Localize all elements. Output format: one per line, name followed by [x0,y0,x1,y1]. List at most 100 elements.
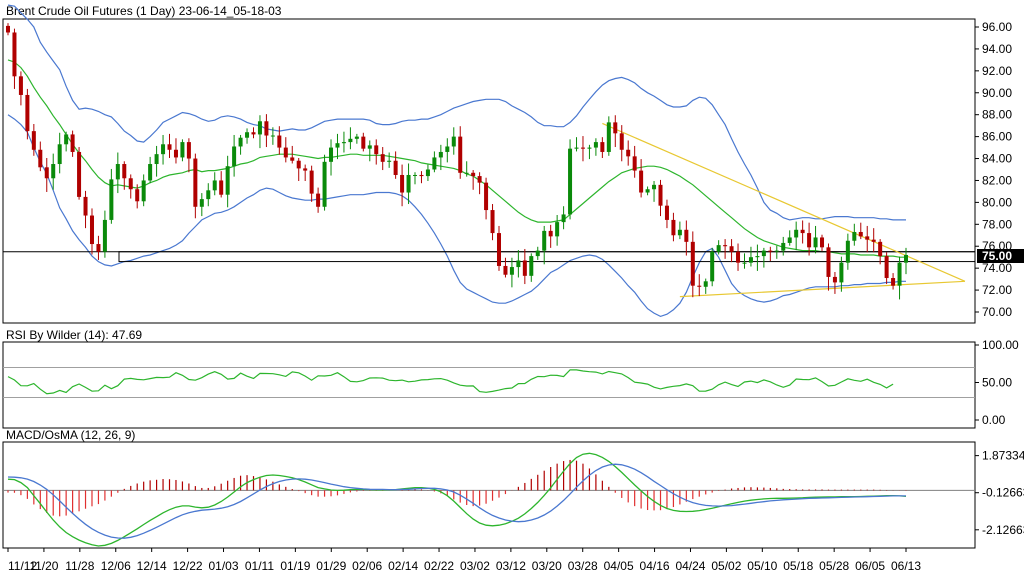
candle-body [122,164,127,179]
signal-line [7,463,906,539]
candle-body [354,136,359,139]
candle-body [736,251,741,263]
candle-body [555,222,560,237]
candle-body [768,250,773,252]
candle-body [451,136,456,147]
price-y-tick-label: 86.00 [982,130,1012,144]
date-tick-label: 01/11 [245,559,274,573]
price-y-axis: 96.00 94.00 92.00 90.00 88.00 86.00 84.00 82.00… [975,20,1012,319]
rsi-y-axis: 100.00 50.00 0.00 [975,338,1019,427]
macd-title: MACD/OsMA (12, 26, 9) [6,428,135,442]
price-y-tick-label: 70.00 [982,305,1012,319]
trendlines [3,122,976,298]
candle-body [212,180,217,191]
rsi-panel: RSI By Wilder (14): 47.69 100.00 50.00 0.0… [2,328,1019,429]
date-tick-label: 05/28 [819,559,849,573]
candle-body [496,233,501,266]
candle-body [600,142,605,152]
candle-body [697,285,702,287]
candle-body [128,178,133,190]
candle-body [787,237,792,243]
candle-body [813,237,818,248]
candle-body [820,237,825,248]
candle-body [587,147,592,149]
candle-body [232,146,237,167]
candle-body [878,241,883,257]
bollinger-middle-line [7,59,906,258]
candle-body [677,229,682,236]
candle-body [251,132,256,135]
candle-body [580,147,585,149]
candle-body [413,174,418,176]
macd-lines [7,452,907,547]
price-y-tick-label: 88.00 [982,108,1012,122]
candle-body [374,145,379,155]
date-tick-label: 03/12 [496,559,526,573]
date-tick-label: 01/19 [280,559,310,573]
candle-body [542,230,547,251]
candle-body [561,214,566,223]
macd-y-axis: 1.87334 -0.12663 -2.12663 [975,449,1024,537]
candle-body [535,250,540,257]
candle-body [690,241,695,286]
date-tick-label: 06/13 [891,559,921,573]
price-y-tick-label: 72.00 [982,283,1012,297]
price-y-tick-label: 96.00 [982,20,1012,34]
date-tick-label: 05/02 [711,559,741,573]
candle-body [664,205,669,220]
candle-body [25,94,30,132]
candle-body [83,196,88,216]
candle-body [367,145,372,149]
date-tick-label: 03/28 [568,559,598,573]
date-tick-label: 05/10 [747,559,777,573]
price-y-tick-label: 80.00 [982,195,1012,209]
candle-body [270,135,275,137]
rsi-levels [3,367,975,398]
candle-body [290,157,295,161]
candle-body [64,134,69,145]
candle-body [400,174,405,193]
candle-body [277,135,282,148]
candle-body [884,256,889,279]
rsi-y-tick-label: 0.00 [982,413,1006,427]
date-tick-label: 03/02 [460,559,490,573]
candle-body [710,251,715,282]
candle-body [135,189,140,202]
candle-body [619,133,624,150]
bollinger-bands [7,4,906,318]
candle-body [632,156,637,171]
candle-body [774,250,779,252]
date-tick-label: 05/18 [783,559,813,573]
price-y-tick-label: 82.00 [982,173,1012,187]
candle-body [180,142,185,158]
candle-body [613,122,618,134]
price-y-tick-label: 84.00 [982,152,1012,166]
candle-body [154,154,159,165]
candle-body [148,164,153,181]
candle-body [781,242,786,251]
candle-body [264,121,269,136]
rsi-y-tick-label: 100.00 [982,338,1019,352]
rsi-title: RSI By Wilder (14): 47.69 [6,328,142,342]
date-tick-label: 04/16 [640,559,670,573]
price-y-tick-label: 94.00 [982,42,1012,56]
candle-body [322,161,327,207]
bollinger-lower-line [7,114,906,318]
price-y-tick-label: 92.00 [982,64,1012,78]
candle-body [574,147,579,149]
date-tick-label: 11/12 [8,559,37,573]
candle-body [167,144,172,150]
candle-body [102,219,107,252]
candle-body [606,122,611,152]
candle-body [225,166,230,195]
candle-body [51,164,56,179]
candle-body [742,262,747,264]
date-tick-label: 04/05 [604,559,634,573]
candle-body [490,210,495,234]
date-tick-label: 04/24 [675,559,705,573]
chart-title: Brent Crude Oil Futures (1 Day) 23-06-14… [6,4,282,18]
candle-body [57,144,62,165]
candle-body [115,164,120,180]
candle-body [238,137,243,147]
candle-body [852,231,857,241]
